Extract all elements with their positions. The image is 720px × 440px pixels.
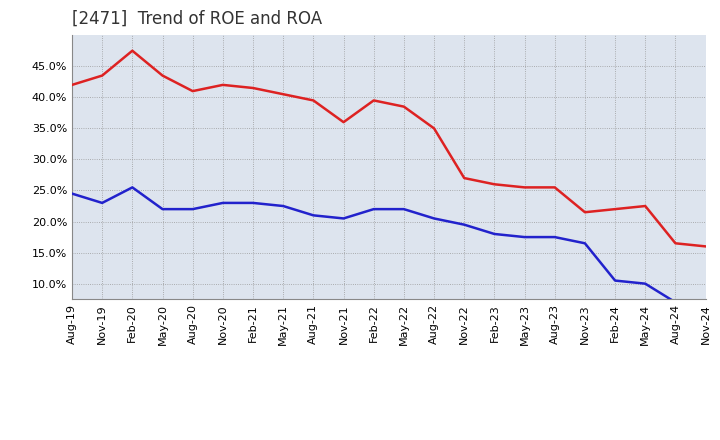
ROA [248, 200, 257, 205]
ROA [219, 200, 228, 205]
ROE [339, 120, 348, 125]
ROE [521, 185, 529, 190]
ROA [671, 300, 680, 305]
Text: [2471]  Trend of ROE and ROA: [2471] Trend of ROE and ROA [72, 10, 322, 28]
ROA [430, 216, 438, 221]
ROA [189, 206, 197, 212]
ROA [400, 206, 408, 212]
ROE [641, 203, 649, 209]
ROA [68, 191, 76, 196]
Line: ROE: ROE [72, 51, 706, 246]
ROA [98, 200, 107, 205]
ROA [158, 206, 167, 212]
ROE [309, 98, 318, 103]
ROE [400, 104, 408, 109]
ROA [460, 222, 469, 227]
Line: ROA: ROA [72, 187, 706, 302]
ROE [369, 98, 378, 103]
ROE [219, 82, 228, 88]
ROE [490, 182, 499, 187]
ROA [641, 281, 649, 286]
ROE [430, 126, 438, 131]
ROE [128, 48, 137, 53]
ROE [550, 185, 559, 190]
ROE [98, 73, 107, 78]
ROA [369, 206, 378, 212]
ROA [580, 241, 589, 246]
ROE [701, 244, 710, 249]
ROE [671, 241, 680, 246]
ROA [521, 235, 529, 240]
ROE [279, 92, 287, 97]
ROE [189, 88, 197, 94]
ROE [580, 209, 589, 215]
ROE [460, 176, 469, 181]
ROE [611, 206, 619, 212]
ROE [68, 82, 76, 88]
ROE [158, 73, 167, 78]
ROE [248, 85, 257, 91]
ROA [611, 278, 619, 283]
ROA [339, 216, 348, 221]
ROA [490, 231, 499, 237]
ROA [550, 235, 559, 240]
ROA [128, 185, 137, 190]
ROA [279, 203, 287, 209]
ROA [701, 300, 710, 305]
ROA [309, 213, 318, 218]
